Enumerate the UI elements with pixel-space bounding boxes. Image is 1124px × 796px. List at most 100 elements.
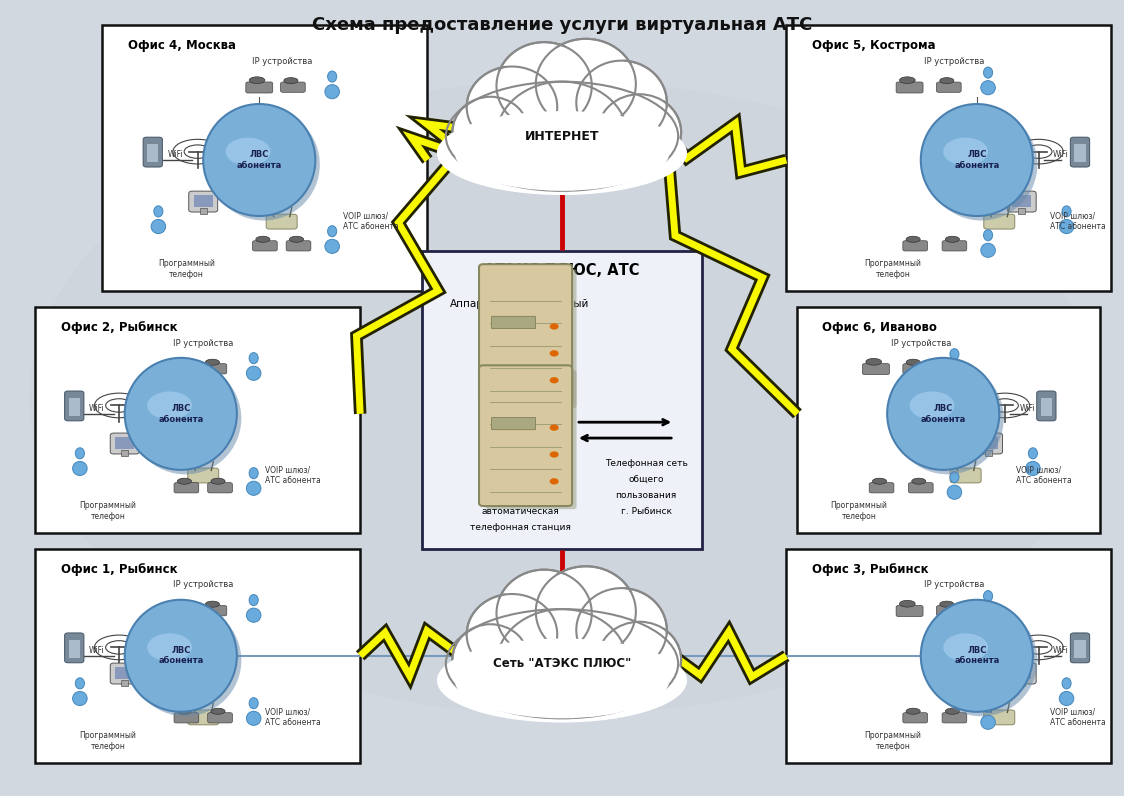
Circle shape [550, 478, 559, 485]
Text: АТЭКС ПЛЮС, АТС: АТЭКС ПЛЮС, АТС [484, 263, 640, 278]
FancyBboxPatch shape [115, 437, 135, 450]
Ellipse shape [250, 697, 259, 708]
FancyBboxPatch shape [143, 137, 162, 167]
FancyBboxPatch shape [936, 606, 961, 616]
FancyBboxPatch shape [903, 240, 927, 251]
Ellipse shape [327, 71, 337, 82]
FancyBboxPatch shape [246, 82, 273, 93]
Ellipse shape [580, 64, 663, 142]
Ellipse shape [437, 638, 687, 723]
FancyBboxPatch shape [985, 451, 991, 456]
FancyBboxPatch shape [1018, 209, 1025, 214]
Text: WiFi: WiFi [1053, 150, 1069, 159]
FancyBboxPatch shape [862, 364, 889, 375]
Text: Программный
телефон: Программный телефон [80, 732, 136, 751]
Ellipse shape [906, 708, 921, 714]
Ellipse shape [178, 478, 191, 484]
FancyBboxPatch shape [266, 214, 297, 229]
Ellipse shape [940, 78, 954, 84]
Ellipse shape [984, 591, 992, 602]
Text: WiFi: WiFi [1019, 404, 1035, 413]
Ellipse shape [981, 80, 996, 95]
Text: Офис 5, Кострома: Офис 5, Кострома [813, 40, 936, 53]
Ellipse shape [29, 80, 1095, 716]
Ellipse shape [256, 236, 270, 242]
FancyBboxPatch shape [200, 209, 207, 214]
FancyBboxPatch shape [35, 548, 360, 763]
FancyBboxPatch shape [936, 82, 961, 92]
Ellipse shape [125, 600, 237, 712]
FancyBboxPatch shape [115, 667, 135, 679]
Text: ЛВС
абонента: ЛВС абонента [237, 150, 282, 170]
Ellipse shape [577, 588, 667, 672]
FancyBboxPatch shape [1012, 195, 1032, 208]
FancyBboxPatch shape [1070, 137, 1089, 167]
Ellipse shape [497, 570, 591, 657]
FancyBboxPatch shape [69, 398, 80, 416]
Ellipse shape [984, 701, 992, 712]
Ellipse shape [943, 634, 988, 661]
Ellipse shape [178, 708, 191, 714]
Ellipse shape [598, 622, 681, 697]
Ellipse shape [211, 708, 225, 714]
Ellipse shape [171, 600, 187, 607]
FancyBboxPatch shape [147, 144, 158, 162]
Ellipse shape [250, 77, 265, 84]
Text: VOIP шлюз/
АТС абонента: VOIP шлюз/ АТС абонента [1050, 212, 1106, 232]
FancyBboxPatch shape [1007, 663, 1036, 684]
Ellipse shape [500, 45, 588, 127]
FancyBboxPatch shape [188, 468, 219, 483]
Ellipse shape [872, 478, 887, 484]
Ellipse shape [906, 236, 921, 242]
Ellipse shape [203, 104, 316, 216]
Text: автоматическая: автоматическая [481, 507, 559, 516]
Ellipse shape [452, 97, 528, 167]
Ellipse shape [1062, 678, 1071, 689]
FancyBboxPatch shape [903, 364, 927, 374]
Ellipse shape [147, 392, 192, 419]
Text: Программный
телефон: Программный телефон [864, 732, 922, 751]
FancyBboxPatch shape [174, 482, 199, 493]
Ellipse shape [73, 692, 88, 705]
Text: Телефонная сеть: Телефонная сеть [605, 459, 688, 469]
Ellipse shape [246, 366, 261, 380]
Text: IP устройства: IP устройства [252, 57, 311, 66]
FancyBboxPatch shape [1075, 144, 1086, 162]
Ellipse shape [246, 608, 261, 622]
Ellipse shape [211, 478, 225, 484]
Circle shape [550, 451, 559, 458]
Ellipse shape [948, 362, 962, 377]
FancyBboxPatch shape [174, 712, 199, 723]
Text: ЛВС
абонента: ЛВС абонента [954, 646, 999, 665]
Ellipse shape [940, 601, 954, 607]
Ellipse shape [250, 353, 259, 364]
FancyBboxPatch shape [253, 240, 278, 251]
FancyBboxPatch shape [287, 240, 311, 251]
Text: Схема предоставление услуги виртуальная АТС: Схема предоставление услуги виртуальная … [311, 16, 813, 33]
Text: Офис 6, Иваново: Офис 6, Иваново [822, 321, 936, 334]
FancyBboxPatch shape [102, 25, 427, 291]
Ellipse shape [129, 362, 242, 474]
Ellipse shape [945, 236, 960, 242]
Text: VOIP шлюз/
АТС абонента: VOIP шлюз/ АТС абонента [265, 708, 320, 727]
Ellipse shape [887, 358, 999, 470]
Ellipse shape [601, 97, 678, 167]
Text: IP устройства: IP устройства [173, 338, 234, 348]
FancyBboxPatch shape [491, 316, 536, 329]
Ellipse shape [154, 206, 163, 217]
Ellipse shape [950, 471, 959, 482]
FancyBboxPatch shape [1012, 667, 1032, 679]
Ellipse shape [452, 624, 528, 695]
Ellipse shape [580, 591, 663, 669]
Ellipse shape [497, 82, 627, 191]
FancyBboxPatch shape [202, 364, 227, 374]
Ellipse shape [981, 716, 996, 729]
Ellipse shape [284, 78, 298, 84]
Ellipse shape [1059, 692, 1073, 705]
Ellipse shape [891, 362, 1004, 474]
FancyBboxPatch shape [479, 264, 572, 405]
Text: ЛВС
абонента: ЛВС абонента [921, 404, 966, 423]
FancyBboxPatch shape [491, 417, 536, 430]
Ellipse shape [598, 94, 681, 170]
Ellipse shape [540, 570, 632, 654]
